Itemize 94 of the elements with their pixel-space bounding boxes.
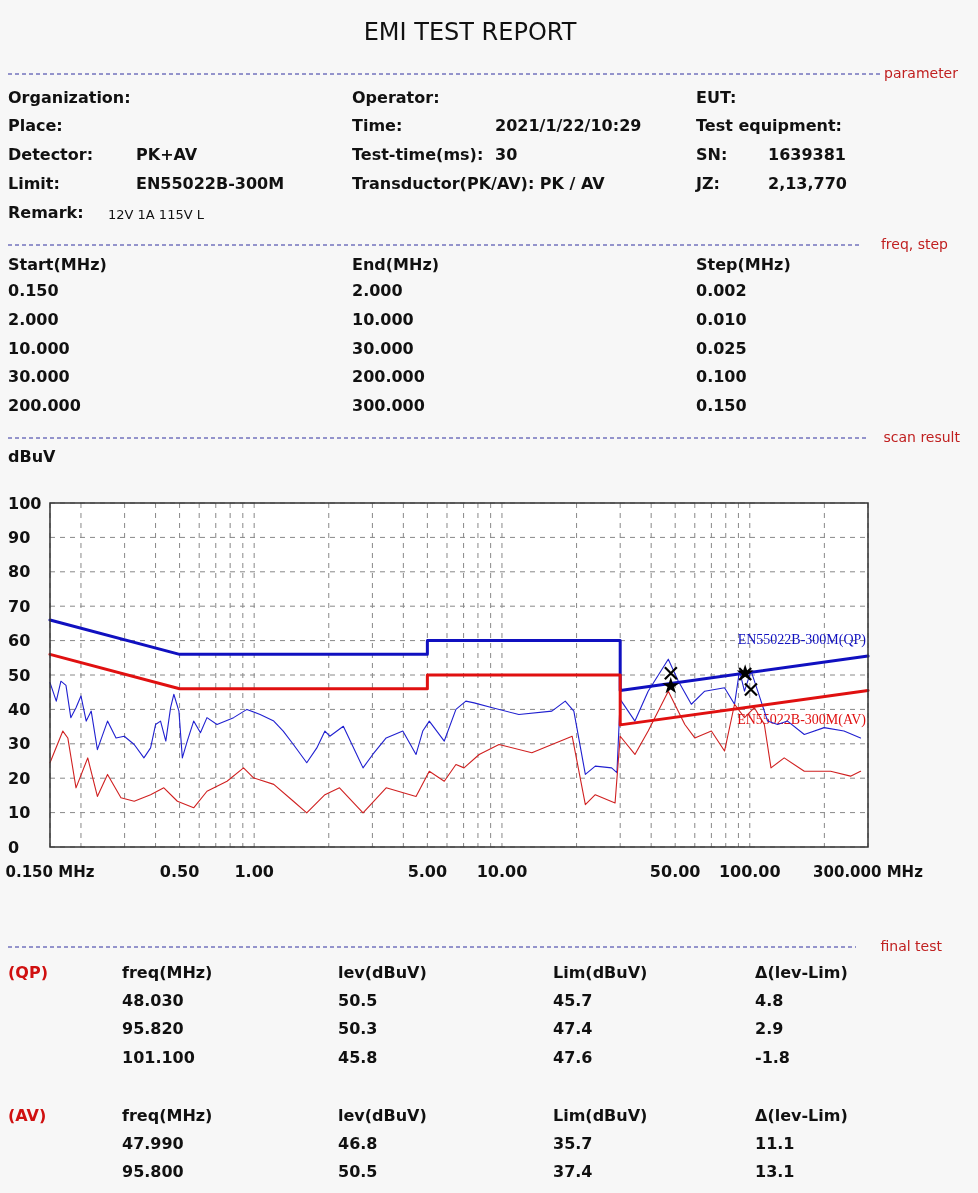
- text: -1.8: [755, 1048, 790, 1067]
- x-tick-label: 10.00: [476, 862, 528, 881]
- text: 0.100: [696, 367, 747, 386]
- series-label: EN55022B-300M(QP): [737, 632, 867, 649]
- text: 2.000: [352, 281, 403, 300]
- text: 10.000: [8, 339, 70, 358]
- y-tick-label: 100: [8, 493, 42, 513]
- y-tick-label: 50: [8, 665, 31, 685]
- text: lev(dBuV): [338, 963, 427, 982]
- text: 37.4: [553, 1162, 593, 1181]
- text: Lim(dBuV): [553, 1106, 648, 1125]
- text: Test-time(ms):: [352, 145, 484, 164]
- text: 48.030: [122, 991, 184, 1010]
- text: Remark:: [8, 203, 84, 222]
- x-tick-label: 5.00: [407, 862, 448, 881]
- text: 0.150: [696, 396, 747, 415]
- text: 0.002: [696, 281, 747, 300]
- text: 35.7: [553, 1134, 593, 1153]
- y-tick-label: 70: [8, 596, 31, 616]
- y-tick-label: 0: [8, 837, 20, 857]
- text: Operator:: [352, 88, 440, 107]
- text: 11.1: [755, 1134, 795, 1153]
- y-tick-label: 10: [8, 803, 31, 823]
- text: Limit:: [8, 174, 60, 193]
- text: 95.800: [122, 1162, 184, 1181]
- text: 2.000: [8, 310, 59, 329]
- text: (AV): [8, 1106, 47, 1125]
- y-axis-title: dBuV: [8, 447, 57, 466]
- text: 2,13,770: [768, 174, 847, 193]
- text: Place:: [8, 116, 63, 135]
- text: final test: [880, 938, 943, 954]
- text: lev(dBuV): [338, 1106, 427, 1125]
- y-tick-label: 40: [8, 700, 31, 719]
- text: 30: [495, 145, 518, 164]
- text: freq(MHz): [122, 963, 213, 982]
- text: Time:: [352, 116, 403, 135]
- text: freq, step: [880, 236, 949, 252]
- y-tick-label: 60: [8, 631, 31, 651]
- text: (QP): [8, 963, 48, 982]
- y-tick-label: 90: [8, 528, 31, 547]
- text: 50.3: [338, 1019, 378, 1038]
- text: freq(MHz): [122, 1106, 213, 1125]
- text: Transductor(PK/AV): PK / AV: [352, 174, 606, 193]
- text: 46.8: [338, 1134, 378, 1153]
- text: 47.6: [553, 1048, 593, 1067]
- text: 47.990: [122, 1134, 184, 1153]
- text: 1639381: [768, 145, 846, 164]
- text: EN55022B-300M: [136, 174, 285, 193]
- text: Step(MHz): [696, 255, 791, 274]
- x-tick-label: 50.00: [649, 862, 701, 881]
- text: Lim(dBuV): [553, 963, 648, 982]
- text: 2021/1/22/10:29: [495, 116, 642, 135]
- text: 10.000: [352, 310, 414, 329]
- x-tick-label: 0.50: [159, 862, 200, 881]
- text: 50.5: [338, 1162, 378, 1181]
- x-tick-label: 100.00: [718, 862, 781, 881]
- text: 50.5: [338, 991, 378, 1010]
- text: 4.8: [755, 991, 784, 1010]
- y-tick-label: 80: [8, 562, 31, 582]
- text: Organization:: [8, 88, 131, 107]
- text: PK+AV: [136, 145, 198, 164]
- text: 0.150: [8, 281, 59, 300]
- chart-title: EMI TEST REPORT: [363, 18, 577, 46]
- text: Test equipment:: [696, 116, 842, 135]
- text: 2.9: [755, 1019, 784, 1038]
- text: EUT:: [696, 88, 737, 107]
- text: 45.8: [338, 1048, 378, 1067]
- text: SN:: [696, 145, 728, 164]
- text: parameter: [884, 65, 959, 81]
- text: Δ(lev-Lim): [755, 1106, 848, 1125]
- text: 200.000: [8, 396, 81, 415]
- x-tick-label: 300.000 MHz: [813, 863, 924, 881]
- text: Δ(lev-Lim): [755, 963, 848, 982]
- text: 200.000: [352, 367, 425, 386]
- text: End(MHz): [352, 255, 440, 274]
- text: 45.7: [553, 991, 593, 1010]
- text: JZ:: [695, 174, 720, 193]
- text: 12V 1A 115V L: [108, 207, 205, 222]
- text: 13.1: [755, 1162, 795, 1181]
- text: 95.820: [122, 1019, 184, 1038]
- text: 30.000: [8, 367, 70, 386]
- y-tick-label: 20: [8, 768, 31, 788]
- text: 47.4: [553, 1019, 593, 1038]
- x-tick-label: 1.00: [234, 862, 274, 881]
- text: 101.100: [122, 1048, 195, 1067]
- text: Start(MHz): [8, 255, 107, 274]
- text: 300.000: [352, 396, 425, 415]
- text: 0.025: [696, 339, 747, 358]
- y-tick-label: 30: [8, 734, 31, 754]
- text: 30.000: [352, 339, 414, 358]
- text: 0.010: [696, 310, 747, 329]
- text: Detector:: [8, 145, 94, 164]
- text: scan result: [883, 429, 961, 445]
- x-tick-label: 0.150 MHz: [5, 863, 95, 881]
